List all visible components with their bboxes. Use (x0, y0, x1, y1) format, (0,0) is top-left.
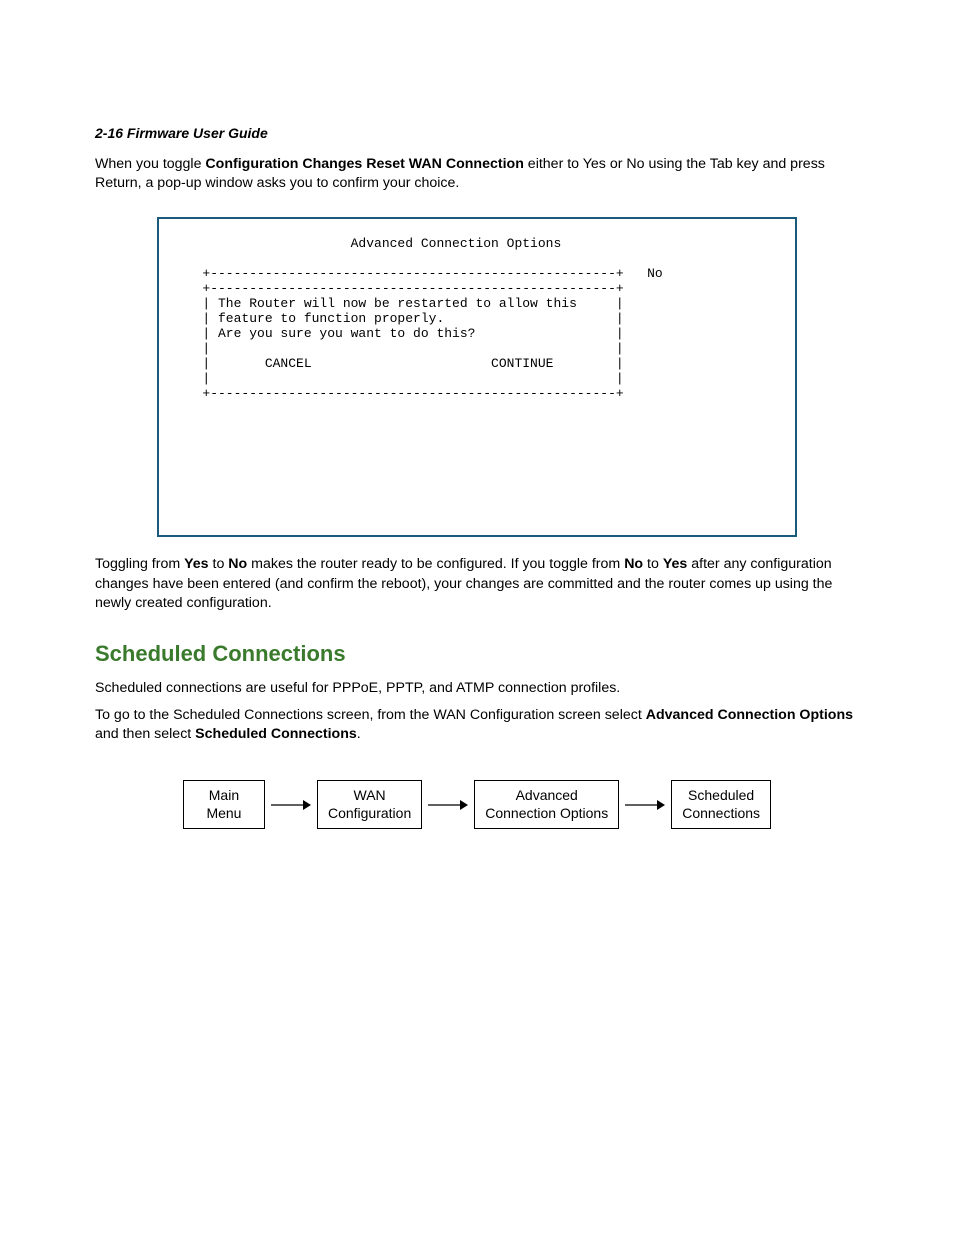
page-header: 2-16 Firmware User Guide (95, 125, 859, 141)
navigation-flowchart: MainMenuWANConfigurationAdvancedConnecti… (95, 780, 859, 829)
flow-node-line2: Configuration (328, 805, 411, 823)
yes-text: Yes (663, 556, 687, 572)
flow-node-line1: Scheduled (682, 787, 760, 805)
txt: To go to the Scheduled Connections scree… (95, 707, 646, 723)
flow-node-line2: Menu (194, 805, 254, 823)
nav-paragraph: To go to the Scheduled Connections scree… (95, 706, 859, 744)
flow-node: AdvancedConnection Options (474, 780, 619, 829)
document-page: 2-16 Firmware User Guide When you toggle… (0, 0, 954, 889)
after-terminal-paragraph: Toggling from Yes to No makes the router… (95, 555, 859, 613)
intro-paragraph: When you toggle Configuration Changes Re… (95, 155, 859, 193)
intro-text-pre: When you toggle (95, 156, 205, 172)
txt: . (357, 726, 361, 742)
txt: to (643, 556, 663, 572)
txt: and then select (95, 726, 195, 742)
terminal-screenshot: Advanced Connection Options +-----------… (157, 217, 797, 537)
no-text: No (624, 556, 643, 572)
flow-node-line2: Connections (682, 805, 760, 823)
flow-node-line1: WAN (328, 787, 411, 805)
flow-node: MainMenu (183, 780, 265, 829)
arrow-right-icon (271, 798, 311, 812)
nav-bold-1: Advanced Connection Options (646, 707, 853, 723)
arrow-right-icon (428, 798, 468, 812)
flow-node-line1: Advanced (485, 787, 608, 805)
flow-arrow (265, 798, 317, 812)
txt: Toggling from (95, 556, 184, 572)
flow-node: WANConfiguration (317, 780, 422, 829)
txt: to (209, 556, 229, 572)
section-heading-scheduled: Scheduled Connections (95, 641, 859, 667)
terminal-content: Advanced Connection Options +-----------… (179, 237, 775, 401)
sched-intro-paragraph: Scheduled connections are useful for PPP… (95, 679, 859, 698)
flow-node: ScheduledConnections (671, 780, 771, 829)
txt: makes the router ready to be configured.… (247, 556, 624, 572)
no-text: No (228, 556, 247, 572)
flow-arrow (422, 798, 474, 812)
nav-bold-2: Scheduled Connections (195, 726, 357, 742)
flow-node-line1: Main (194, 787, 254, 805)
arrow-right-icon (625, 798, 665, 812)
flow-arrow (619, 798, 671, 812)
intro-bold: Configuration Changes Reset WAN Connecti… (205, 156, 523, 172)
yes-text: Yes (184, 556, 208, 572)
flow-node-line2: Connection Options (485, 805, 608, 823)
